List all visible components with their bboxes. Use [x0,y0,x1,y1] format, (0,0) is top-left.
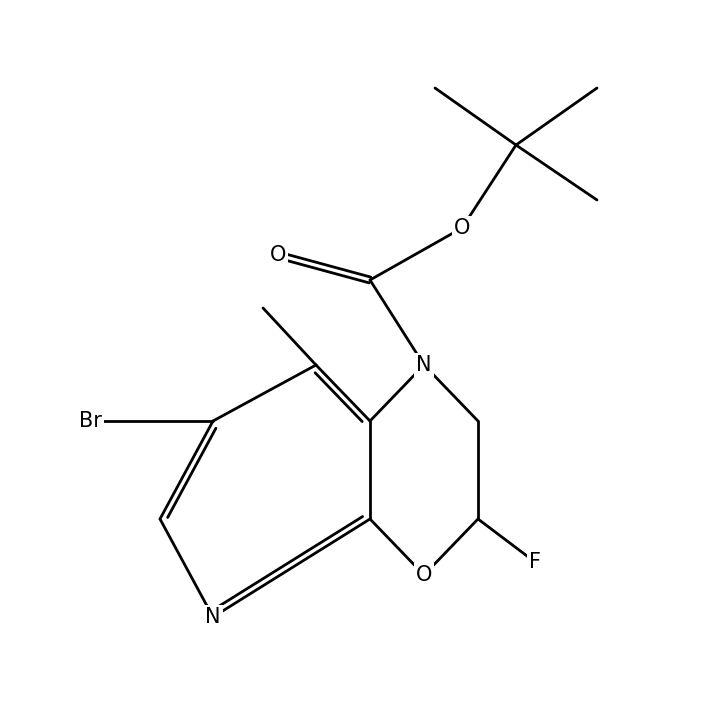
Text: O: O [454,218,471,238]
Text: N: N [205,607,221,627]
Text: N: N [416,355,432,375]
Text: O: O [416,565,432,585]
Text: F: F [529,552,541,572]
Text: O: O [270,245,286,265]
Text: Br: Br [79,411,101,431]
